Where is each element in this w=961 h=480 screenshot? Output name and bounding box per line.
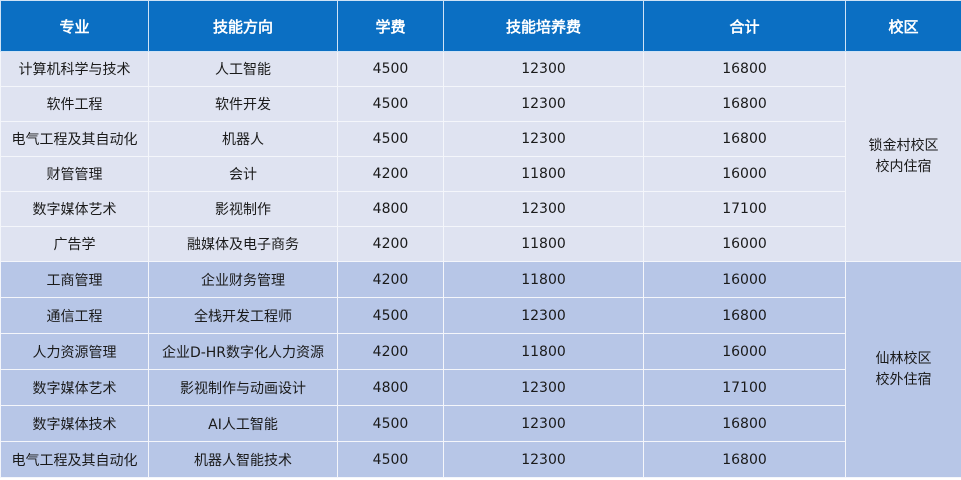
tuition-cell: 4200 xyxy=(337,333,444,370)
campus-cell: 仙林校区 校外住宿 xyxy=(845,261,961,478)
skill-direction-cell: 企业财务管理 xyxy=(148,261,338,298)
header-row: 专业 技能方向 学费 技能培养费 合计 校区 xyxy=(0,0,961,52)
skill-fee-cell: 11800 xyxy=(443,156,644,192)
major-cell: 电气工程及其自动化 xyxy=(0,441,149,478)
skill-fee-cell: 12300 xyxy=(443,405,644,442)
table-row: 人力资源管理 企业D-HR数字化人力资源 4200 11800 16000 xyxy=(0,333,961,370)
skill-direction-cell: 融媒体及电子商务 xyxy=(148,226,338,262)
tuition-cell: 4800 xyxy=(337,191,444,227)
total-cell: 17100 xyxy=(643,191,846,227)
skill-fee-cell: 12300 xyxy=(443,441,644,478)
tuition-cell: 4500 xyxy=(337,297,444,334)
campus-cell: 锁金村校区 校内住宿 xyxy=(845,51,961,262)
total-cell: 16800 xyxy=(643,51,846,87)
total-cell: 16000 xyxy=(643,261,846,298)
housing-type: 校内住宿 xyxy=(875,158,932,175)
skill-fee-cell: 11800 xyxy=(443,333,644,370)
skill-direction-cell: 机器人 xyxy=(148,121,338,157)
skill-direction-cell: AI人工智能 xyxy=(148,405,338,442)
major-cell: 数字媒体艺术 xyxy=(0,191,149,227)
skill-direction-cell: 会计 xyxy=(148,156,338,192)
major-cell: 软件工程 xyxy=(0,86,149,122)
skill-direction-cell: 影视制作与动画设计 xyxy=(148,369,338,406)
table-row: 数字媒体艺术 影视制作 4800 12300 17100 xyxy=(0,191,961,227)
table-row: 财管管理 会计 4200 11800 16000 xyxy=(0,156,961,192)
header-major: 专业 xyxy=(0,0,149,52)
skill-direction-cell: 企业D-HR数字化人力资源 xyxy=(148,333,338,370)
total-cell: 16000 xyxy=(643,226,846,262)
tuition-cell: 4200 xyxy=(337,226,444,262)
tuition-cell: 4500 xyxy=(337,121,444,157)
skill-fee-cell: 12300 xyxy=(443,51,644,87)
housing-type: 校外住宿 xyxy=(875,371,932,388)
major-cell: 人力资源管理 xyxy=(0,333,149,370)
major-cell: 电气工程及其自动化 xyxy=(0,121,149,157)
skill-direction-cell: 人工智能 xyxy=(148,51,338,87)
tuition-cell: 4500 xyxy=(337,51,444,87)
total-cell: 17100 xyxy=(643,369,846,406)
major-cell: 数字媒体技术 xyxy=(0,405,149,442)
skill-direction-cell: 软件开发 xyxy=(148,86,338,122)
skill-fee-cell: 12300 xyxy=(443,369,644,406)
skill-direction-cell: 全栈开发工程师 xyxy=(148,297,338,334)
major-cell: 数字媒体艺术 xyxy=(0,369,149,406)
tuition-cell: 4200 xyxy=(337,261,444,298)
campus-name: 锁金村校区 xyxy=(868,137,939,154)
skill-direction-cell: 影视制作 xyxy=(148,191,338,227)
total-cell: 16800 xyxy=(643,441,846,478)
total-cell: 16000 xyxy=(643,333,846,370)
tuition-cell: 4800 xyxy=(337,369,444,406)
header-campus: 校区 xyxy=(845,0,961,52)
header-tuition: 学费 xyxy=(337,0,444,52)
major-cell: 广告学 xyxy=(0,226,149,262)
total-cell: 16800 xyxy=(643,86,846,122)
table-row: 电气工程及其自动化 机器人智能技术 4500 12300 16800 xyxy=(0,441,961,478)
table-row: 软件工程 软件开发 4500 12300 16800 xyxy=(0,86,961,122)
major-cell: 工商管理 xyxy=(0,261,149,298)
total-cell: 16800 xyxy=(643,405,846,442)
table-row: 数字媒体艺术 影视制作与动画设计 4800 12300 17100 xyxy=(0,369,961,406)
tuition-cell: 4200 xyxy=(337,156,444,192)
skill-fee-cell: 12300 xyxy=(443,121,644,157)
skill-fee-cell: 12300 xyxy=(443,191,644,227)
skill-fee-cell: 11800 xyxy=(443,261,644,298)
skill-fee-cell: 12300 xyxy=(443,86,644,122)
header-total: 合计 xyxy=(643,0,846,52)
skill-fee-cell: 11800 xyxy=(443,226,644,262)
total-cell: 16000 xyxy=(643,156,846,192)
header-skill-fee: 技能培养费 xyxy=(443,0,644,52)
campus-name: 仙林校区 xyxy=(875,350,932,367)
tuition-cell: 4500 xyxy=(337,86,444,122)
table-row: 广告学 融媒体及电子商务 4200 11800 16000 xyxy=(0,226,961,262)
table-row: 计算机科学与技术 人工智能 4500 12300 16800 锁金村校区 校内住宿 xyxy=(0,51,961,262)
table-row: 通信工程 全栈开发工程师 4500 12300 16800 xyxy=(0,297,961,334)
header-skill-direction: 技能方向 xyxy=(148,0,338,52)
total-cell: 16800 xyxy=(643,297,846,334)
total-cell: 16800 xyxy=(643,121,846,157)
table-row: 电气工程及其自动化 机器人 4500 12300 16800 xyxy=(0,121,961,157)
major-cell: 通信工程 xyxy=(0,297,149,334)
major-cell: 财管管理 xyxy=(0,156,149,192)
tuition-cell: 4500 xyxy=(337,405,444,442)
table-row: 工商管理 企业财务管理 4200 11800 16000 仙林校区 校外住宿 xyxy=(0,261,961,478)
tuition-cell: 4500 xyxy=(337,441,444,478)
major-cell: 计算机科学与技术 xyxy=(0,51,149,87)
skill-direction-cell: 机器人智能技术 xyxy=(148,441,338,478)
table-row: 数字媒体技术 AI人工智能 4500 12300 16800 xyxy=(0,405,961,442)
skill-fee-cell: 12300 xyxy=(443,297,644,334)
